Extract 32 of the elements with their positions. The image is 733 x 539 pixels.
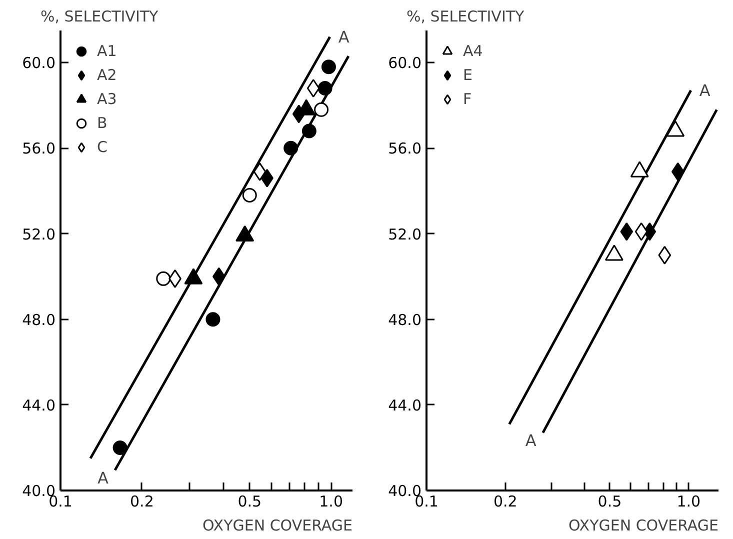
- legend-label: A2: [97, 66, 117, 84]
- legend-label: A1: [97, 42, 117, 60]
- x-axis-title: OXYGEN COVERAGE: [568, 516, 719, 534]
- x-tick-label: 0.2: [130, 492, 154, 510]
- y-tick-label: 56.0: [22, 140, 56, 158]
- y-tick-label: 48.0: [388, 310, 422, 329]
- y-tick-label: 56.0: [388, 140, 422, 158]
- x-tick-label: 0.5: [238, 492, 262, 510]
- legend-label: B: [97, 114, 108, 132]
- annotation: A: [98, 468, 109, 488]
- x-tick-label: 0.2: [493, 492, 518, 510]
- annotation: A: [699, 80, 710, 100]
- legend-label: A3: [97, 90, 117, 108]
- y-tick-label: 60.0: [388, 54, 422, 72]
- y-tick-label: 44.0: [388, 396, 422, 414]
- y-axis-title: %, SELECTIVITY: [406, 8, 526, 26]
- legend-label: C: [97, 138, 108, 156]
- x-tick-label: 1.0: [676, 492, 701, 510]
- y-axis-title: %, SELECTIVITY: [40, 8, 160, 26]
- y-tick-label: 48.0: [22, 310, 56, 329]
- y-tick-label: 60.0: [22, 54, 56, 72]
- x-tick-label: 1.0: [319, 492, 344, 510]
- annotation: A: [525, 431, 536, 450]
- x-tick-label: 0.5: [598, 492, 622, 510]
- legend-label: F: [463, 90, 473, 108]
- y-tick-label: 52.0: [388, 225, 422, 244]
- legend-label: E: [463, 66, 474, 84]
- legend-label: A4: [463, 42, 483, 60]
- annotation: A: [338, 27, 350, 46]
- y-tick-label: 52.0: [22, 225, 56, 244]
- y-tick-label: 44.0: [22, 396, 56, 414]
- x-axis-title: OXYGEN COVERAGE: [202, 516, 353, 534]
